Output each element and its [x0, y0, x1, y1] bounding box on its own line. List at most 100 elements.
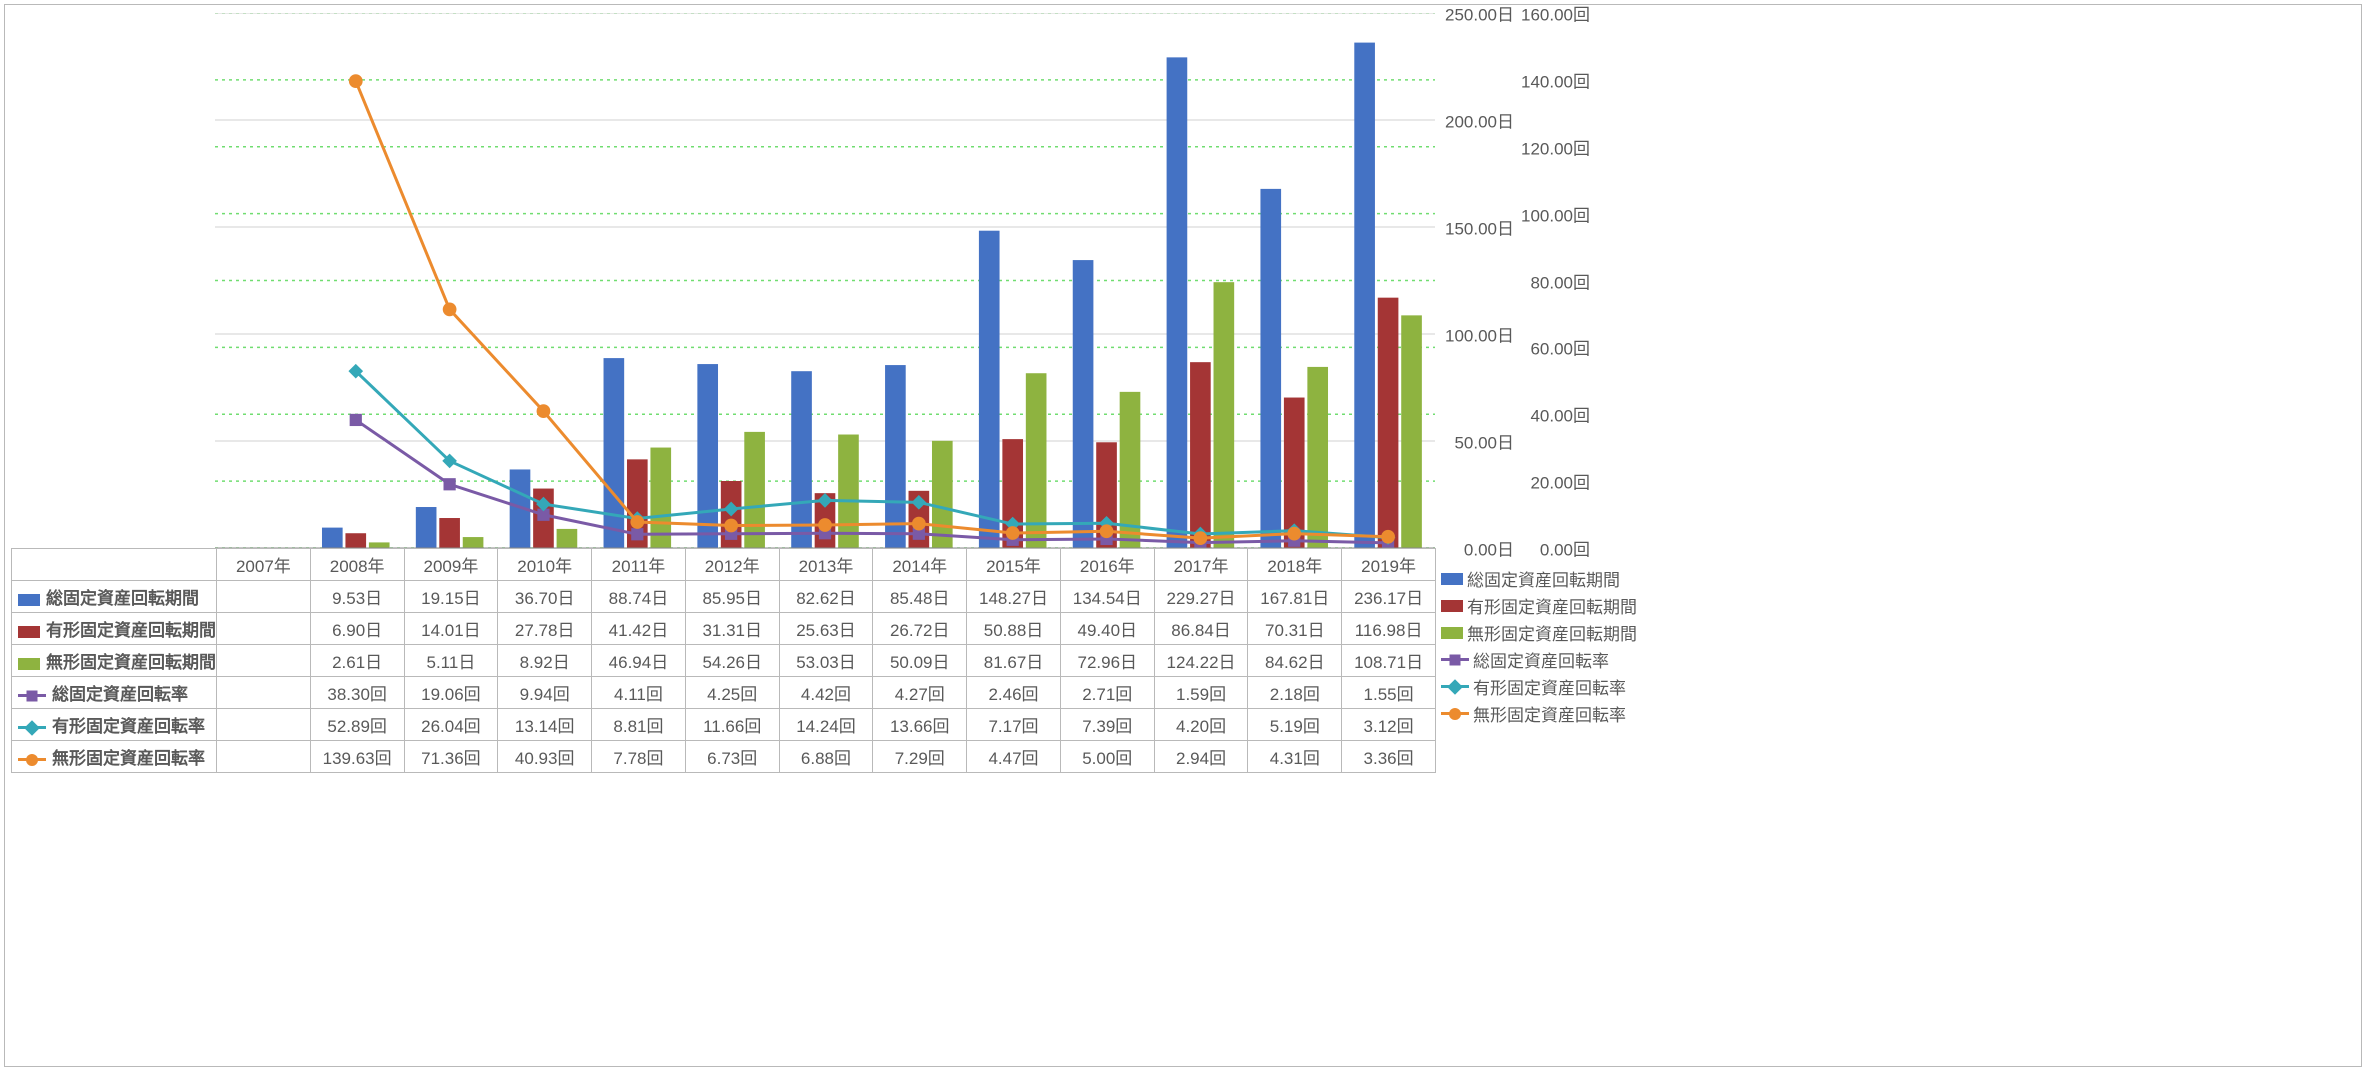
axis-y2-tick: 100.00回 — [1521, 201, 1590, 226]
data-cell: 26.72日 — [873, 613, 967, 645]
series-label: 有形固定資産回転期間 — [12, 613, 217, 645]
data-cell: 4.27回 — [873, 677, 967, 709]
data-cell: 4.20回 — [1154, 709, 1248, 741]
data-cell: 88.74日 — [592, 581, 686, 613]
data-cell: 2.61日 — [310, 645, 404, 677]
axis-y2-tick: 160.00回 — [1521, 1, 1590, 26]
axis-y1-tick: 150.00日 — [1445, 215, 1514, 240]
data-cell: 8.81回 — [592, 709, 686, 741]
data-cell — [217, 581, 311, 613]
axis-y2-tick: 40.00回 — [1530, 402, 1590, 427]
axis-y-rate: 0.00回20.00回40.00回60.00回80.00回100.00回120.… — [1520, 13, 1590, 548]
data-cell: 9.53日 — [310, 581, 404, 613]
axis-y1-tick: 250.00日 — [1445, 1, 1514, 26]
data-cell: 31.31日 — [685, 613, 779, 645]
data-cell: 27.78日 — [498, 613, 592, 645]
data-cell: 4.42回 — [779, 677, 873, 709]
data-cell: 2.18回 — [1248, 677, 1342, 709]
column-header: 2007年 — [217, 549, 311, 581]
column-header: 2008年 — [310, 549, 404, 581]
axis-y-days: 0.00日50.00日100.00日150.00日200.00日250.00日 — [1439, 13, 1514, 548]
chart-svg — [215, 13, 1435, 548]
data-cell: 14.01日 — [404, 613, 498, 645]
data-cell: 229.27日 — [1154, 581, 1248, 613]
legend-item: .sw-line.s5::after{background:#34a8b8}有形… — [1441, 673, 1637, 700]
series-label: 無形固定資産回転期間 — [12, 645, 217, 677]
data-cell: 8.92日 — [498, 645, 592, 677]
series-label: .sw-line.s4::after{background:#7a5aa6}総固… — [12, 677, 217, 709]
data-cell: 167.81日 — [1248, 581, 1342, 613]
data-cell: 49.40日 — [1060, 613, 1154, 645]
data-cell: 52.89回 — [310, 709, 404, 741]
data-cell: 46.94日 — [592, 645, 686, 677]
data-cell: 236.17日 — [1342, 581, 1436, 613]
data-cell: 41.42日 — [592, 613, 686, 645]
chart-container: 0.00日50.00日100.00日150.00日200.00日250.00日 … — [4, 4, 2362, 1067]
column-header: 2011年 — [592, 549, 686, 581]
legend-item: .sw-line.s4::after{background:#7a5aa6}総固… — [1441, 646, 1637, 673]
data-cell: 7.39回 — [1060, 709, 1154, 741]
data-cell: 148.27日 — [967, 581, 1061, 613]
data-cell: 7.29回 — [873, 741, 967, 773]
data-cell: 2.94回 — [1154, 741, 1248, 773]
series-label: .sw-line.s6::after{background:#ec8b2e}無形… — [12, 741, 217, 773]
data-cell: 4.11回 — [592, 677, 686, 709]
data-cell: 50.88日 — [967, 613, 1061, 645]
axis-y2-tick: 140.00回 — [1521, 67, 1590, 92]
data-cell: 116.98日 — [1342, 613, 1436, 645]
data-cell: 7.78回 — [592, 741, 686, 773]
data-cell: 4.47回 — [967, 741, 1061, 773]
column-header: 2019年 — [1342, 549, 1436, 581]
data-cell: 72.96日 — [1060, 645, 1154, 677]
axis-y1-tick: 100.00日 — [1445, 322, 1514, 347]
data-cell: 5.19回 — [1248, 709, 1342, 741]
plot-area — [215, 13, 1435, 548]
data-cell: 13.66回 — [873, 709, 967, 741]
data-cell: 6.90日 — [310, 613, 404, 645]
data-cell: 6.73回 — [685, 741, 779, 773]
data-cell: 11.66回 — [685, 709, 779, 741]
legend-item: 無形固定資産回転期間 — [1441, 619, 1637, 646]
legend-right: 総固定資産回転期間有形固定資産回転期間無形固定資産回転期間.sw-line.s4… — [1441, 565, 1637, 727]
legend-item: .sw-line.s6::after{background:#ec8b2e}無形… — [1441, 700, 1637, 727]
data-cell: 85.48日 — [873, 581, 967, 613]
data-cell: 9.94回 — [498, 677, 592, 709]
data-cell — [217, 741, 311, 773]
data-cell: 2.46回 — [967, 677, 1061, 709]
series-label: .sw-line.s5::after{background:#34a8b8}有形… — [12, 709, 217, 741]
column-header: 2017年 — [1154, 549, 1248, 581]
data-cell: 5.11日 — [404, 645, 498, 677]
data-cell: 19.06回 — [404, 677, 498, 709]
data-cell: 25.63日 — [779, 613, 873, 645]
column-header: 2015年 — [967, 549, 1061, 581]
data-cell: 85.95日 — [685, 581, 779, 613]
series-label: 総固定資産回転期間 — [12, 581, 217, 613]
axis-y2-tick: 80.00回 — [1530, 268, 1590, 293]
data-cell: 53.03日 — [779, 645, 873, 677]
axis-y1-tick: 50.00日 — [1454, 429, 1514, 454]
data-cell: 7.17回 — [967, 709, 1061, 741]
data-cell: 82.62日 — [779, 581, 873, 613]
column-header: 2009年 — [404, 549, 498, 581]
data-cell — [217, 677, 311, 709]
column-header: 2012年 — [685, 549, 779, 581]
data-cell: 3.12回 — [1342, 709, 1436, 741]
data-cell: 134.54日 — [1060, 581, 1154, 613]
data-cell: 5.00回 — [1060, 741, 1154, 773]
data-cell: 70.31日 — [1248, 613, 1342, 645]
axis-y2-tick: 120.00回 — [1521, 134, 1590, 159]
data-cell: 71.36回 — [404, 741, 498, 773]
data-table: 2007年2008年2009年2010年2011年2012年2013年2014年… — [11, 548, 1436, 773]
column-header: 2013年 — [779, 549, 873, 581]
table-corner — [12, 549, 217, 581]
axis-y2-tick: 60.00回 — [1530, 335, 1590, 360]
data-cell: 14.24回 — [779, 709, 873, 741]
column-header: 2018年 — [1248, 549, 1342, 581]
data-cell: 86.84日 — [1154, 613, 1248, 645]
legend-item: 総固定資産回転期間 — [1441, 565, 1637, 592]
column-header: 2016年 — [1060, 549, 1154, 581]
data-cell: 26.04回 — [404, 709, 498, 741]
data-cell: 4.25回 — [685, 677, 779, 709]
data-cell: 36.70日 — [498, 581, 592, 613]
data-cell: 3.36回 — [1342, 741, 1436, 773]
